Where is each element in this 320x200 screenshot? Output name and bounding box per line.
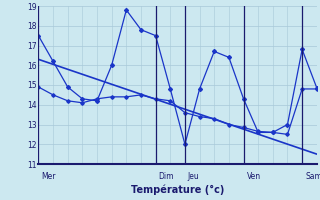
Text: Dim: Dim [158,172,174,181]
Text: Mer: Mer [41,172,56,181]
Text: Jeu: Jeu [188,172,200,181]
Text: Température (°c): Température (°c) [131,185,224,195]
Text: Ven: Ven [246,172,260,181]
Text: Sam: Sam [305,172,320,181]
